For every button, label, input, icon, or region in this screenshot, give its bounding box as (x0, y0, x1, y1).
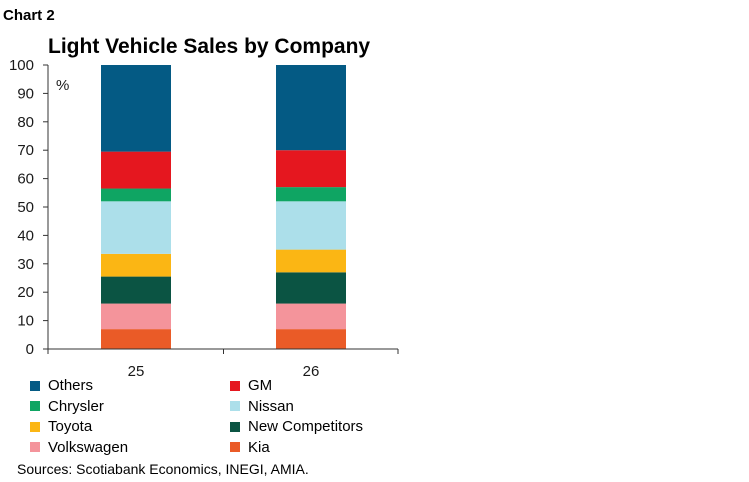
legend-label: Kia (248, 438, 270, 456)
y-tick-label: 90 (17, 85, 34, 102)
legend-swatch (30, 401, 40, 411)
bar-gm-26 (276, 150, 346, 188)
legend-label: Chrysler (48, 397, 104, 415)
legend-label: New Competitors (248, 418, 364, 435)
y-tick-label: 60 (17, 171, 34, 188)
bar-others-26 (276, 65, 346, 151)
legend-item-nissan: Nissan (230, 398, 294, 415)
bar-toyota-25 (101, 253, 171, 277)
legend-label: Volkswagen (48, 438, 129, 456)
legend-item-new-competitors: New Competitors (230, 418, 363, 435)
legend-label: Others (48, 377, 94, 394)
y-tick-label: 0 (26, 341, 34, 358)
x-tick-label: 25 (128, 363, 145, 380)
bar-new-competitors-26 (276, 272, 346, 304)
bar-volkswagen-26 (276, 303, 346, 330)
legend-swatch (230, 401, 240, 411)
y-tick-label: 100 (9, 57, 34, 74)
legend-swatch (30, 380, 40, 391)
bar-new-competitors-25 (101, 276, 171, 304)
bar-chrysler-26 (276, 187, 346, 202)
chart-title: Light Vehicle Sales by Company (48, 35, 371, 58)
legend-item-toyota: Toyota (30, 418, 92, 435)
bar-chrysler-25 (101, 188, 171, 202)
legend-item-volkswagen: Volkswagen (30, 439, 128, 456)
bar-toyota-26 (276, 249, 346, 273)
y-tick-label: 30 (17, 256, 34, 273)
bar-volkswagen-25 (101, 303, 171, 330)
source-note: Sources: Scotiabank Economics, INEGI, AM… (17, 461, 309, 477)
legend-label: Nissan (248, 397, 294, 415)
bar-gm-25 (101, 151, 171, 189)
legend-swatch (30, 442, 40, 452)
legend-swatch (230, 380, 240, 391)
legend-item-gm: GM (230, 377, 272, 394)
bar-others-25 (101, 65, 171, 152)
legend-item-kia: Kia (230, 439, 270, 456)
bar-kia-25 (101, 329, 171, 349)
y-tick-label: 20 (17, 284, 34, 301)
y-tick-label: 50 (17, 199, 34, 216)
y-tick-label: 10 (17, 313, 34, 330)
legend-label: GM (248, 377, 273, 394)
y-tick-label: 70 (17, 142, 34, 159)
axes: 0 10 20 30 40 50 60 70 80 90 100 25 26 (9, 57, 399, 380)
bar-kia-26 (276, 329, 346, 349)
legend-swatch (30, 421, 40, 432)
legend-label: Toyota (48, 418, 93, 435)
chart-number: Chart 2 (3, 7, 55, 24)
x-tick-label: 26 (303, 363, 320, 380)
bar-nissan-25 (101, 201, 171, 254)
bar-segments (101, 65, 346, 349)
unit-label: % (56, 77, 69, 94)
bar-nissan-26 (276, 201, 346, 250)
y-tick-label: 40 (17, 227, 34, 244)
legend-swatch (230, 442, 240, 452)
y-tick-label: 80 (17, 114, 34, 131)
legend-item-chrysler: Chrysler (30, 398, 104, 415)
legend-item-others: Others (30, 377, 93, 394)
legend-swatch (230, 421, 240, 432)
